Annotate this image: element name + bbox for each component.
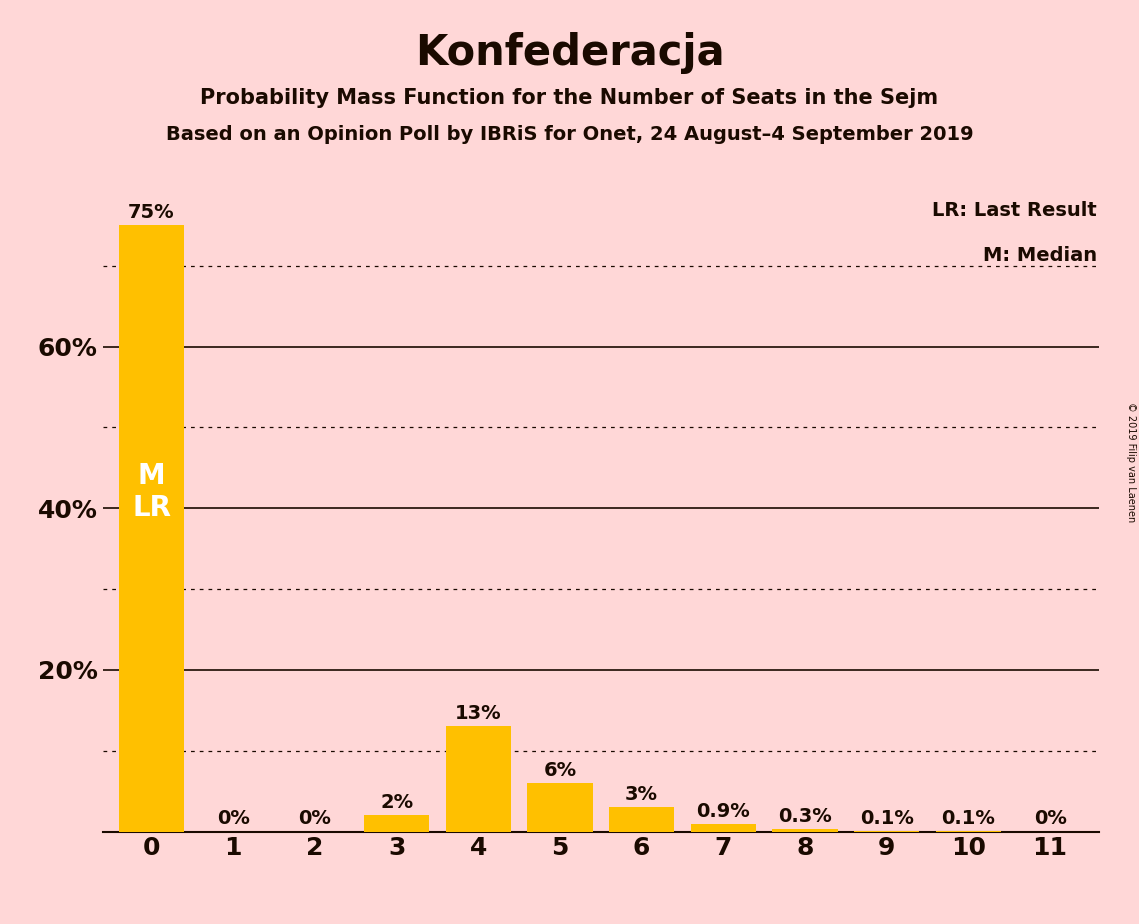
Text: 2%: 2% bbox=[380, 793, 413, 812]
Bar bbox=[364, 816, 429, 832]
Text: 0.3%: 0.3% bbox=[778, 807, 831, 826]
Bar bbox=[445, 726, 511, 832]
Text: 3%: 3% bbox=[625, 785, 658, 804]
Text: 0%: 0% bbox=[1034, 809, 1066, 829]
Text: LR: Last Result: LR: Last Result bbox=[933, 201, 1097, 220]
Bar bbox=[118, 225, 185, 832]
Text: Probability Mass Function for the Number of Seats in the Sejm: Probability Mass Function for the Number… bbox=[200, 88, 939, 108]
Text: Based on an Opinion Poll by IBRiS for Onet, 24 August–4 September 2019: Based on an Opinion Poll by IBRiS for On… bbox=[165, 125, 974, 144]
Text: 75%: 75% bbox=[129, 203, 175, 222]
Text: 13%: 13% bbox=[454, 704, 501, 723]
Bar bbox=[772, 829, 837, 832]
Text: M: Median: M: Median bbox=[983, 246, 1097, 265]
Text: M
LR: M LR bbox=[132, 462, 171, 522]
Bar bbox=[527, 784, 592, 832]
Text: 0%: 0% bbox=[298, 809, 331, 829]
Text: 0%: 0% bbox=[216, 809, 249, 829]
Text: Konfederacja: Konfederacja bbox=[415, 32, 724, 74]
Text: 0.1%: 0.1% bbox=[860, 808, 913, 828]
Text: © 2019 Filip van Laenen: © 2019 Filip van Laenen bbox=[1126, 402, 1136, 522]
Text: 0.9%: 0.9% bbox=[696, 802, 751, 821]
Bar bbox=[690, 824, 756, 832]
Text: 0.1%: 0.1% bbox=[942, 808, 995, 828]
Bar bbox=[609, 808, 674, 832]
Text: 6%: 6% bbox=[543, 760, 576, 780]
